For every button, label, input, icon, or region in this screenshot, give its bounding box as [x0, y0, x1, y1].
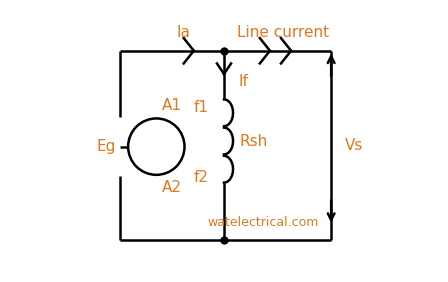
Text: Ia: Ia [176, 25, 190, 40]
Text: Rsh: Rsh [240, 133, 268, 149]
Text: A1: A1 [162, 98, 182, 113]
Text: Eg: Eg [96, 139, 116, 154]
Text: f2: f2 [194, 170, 208, 185]
Text: A2: A2 [162, 180, 182, 195]
Text: f1: f1 [194, 100, 208, 115]
Text: Vs: Vs [345, 138, 364, 153]
Text: Line current: Line current [237, 25, 329, 40]
Text: If: If [238, 74, 248, 89]
Text: watelectrical.com: watelectrical.com [208, 216, 319, 229]
